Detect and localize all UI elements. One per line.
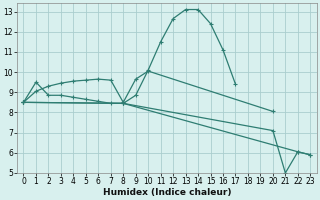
X-axis label: Humidex (Indice chaleur): Humidex (Indice chaleur) [103, 188, 231, 197]
